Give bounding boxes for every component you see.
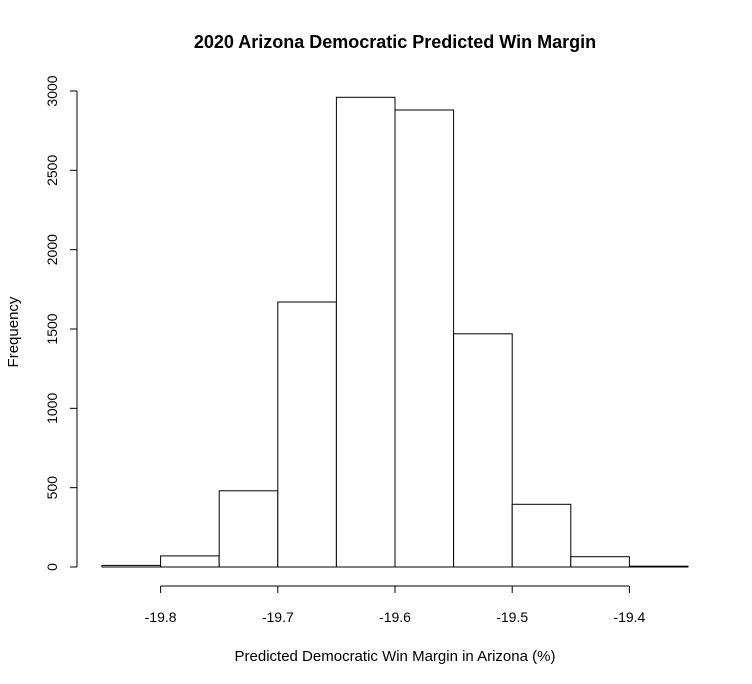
y-tick-label: 1000 — [44, 393, 60, 424]
y-tick-label: 0 — [44, 563, 60, 571]
y-tick-label: 2500 — [44, 155, 60, 186]
bars-group — [101, 96, 689, 568]
histogram-bar-2 — [160, 555, 220, 568]
x-tick-label: -19.7 — [262, 609, 294, 625]
y-axis: 0 500 1000 1500 2000 2500 3000 — [44, 75, 78, 571]
histogram-bar-3 — [218, 490, 279, 568]
histogram-bar-10 — [628, 565, 689, 568]
histogram-bar-6 — [394, 109, 455, 568]
x-tick-label: -19.5 — [496, 609, 528, 625]
histogram-bar-7 — [453, 333, 513, 568]
x-tick-label: -19.8 — [145, 609, 177, 625]
y-axis-title: Frequency — [5, 296, 22, 367]
y-tick-label: 1500 — [44, 313, 60, 344]
y-tick-label: 3000 — [44, 75, 60, 106]
x-tick-label: -19.6 — [379, 609, 411, 625]
histogram-bar-5 — [335, 96, 396, 568]
histogram-bar-9 — [570, 556, 630, 568]
y-tick-label: 2000 — [44, 234, 60, 265]
histogram-bar-4 — [277, 301, 337, 568]
y-tick-label: 500 — [44, 476, 60, 500]
chart-title: 2020 Arizona Democratic Predicted Win Ma… — [194, 32, 596, 52]
x-tick-label: -19.4 — [613, 609, 645, 625]
histogram-bar-1 — [101, 564, 162, 568]
histogram-bar-8 — [511, 503, 572, 568]
x-axis: -19.8 -19.7 -19.6 -19.5 -19.4 — [145, 585, 646, 625]
x-axis-title: Predicted Democratic Win Margin in Arizo… — [235, 648, 556, 665]
